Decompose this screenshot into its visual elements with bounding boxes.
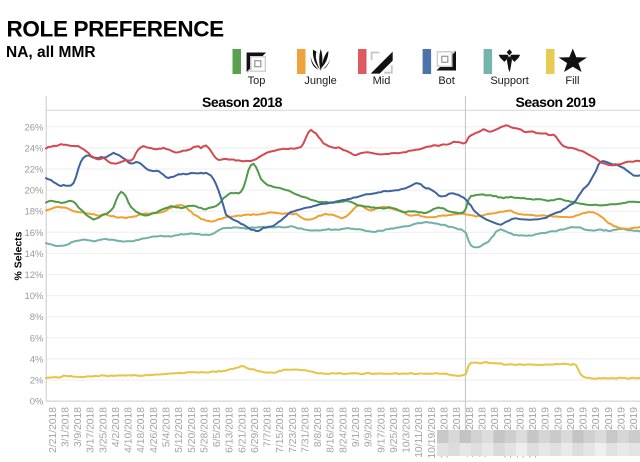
svg-text:Jungle: Jungle — [304, 75, 336, 87]
svg-text:22%: 22% — [24, 165, 44, 176]
svg-text:0%: 0% — [30, 397, 44, 408]
svg-text:7/23/2018: 7/23/2018 — [288, 407, 299, 453]
svg-text:10/3/2018: 10/3/2018 — [402, 407, 413, 453]
svg-text:8%: 8% — [30, 312, 44, 323]
svg-text:3/4/2019: 3/4/2019 — [629, 407, 640, 447]
svg-text:16%: 16% — [24, 228, 44, 239]
svg-text:26%: 26% — [24, 122, 44, 133]
svg-text:20%: 20% — [24, 186, 44, 197]
svg-text:3/1/2018: 3/1/2018 — [60, 407, 71, 447]
svg-text:7/31/2018: 7/31/2018 — [301, 407, 312, 453]
svg-text:6/29/2018: 6/29/2018 — [250, 407, 261, 453]
svg-text:1/31/2019: 1/31/2019 — [579, 407, 590, 453]
svg-text:10%: 10% — [24, 291, 44, 302]
svg-text:2/8/2019: 2/8/2019 — [591, 407, 602, 447]
svg-text:10/19/2018: 10/19/2018 — [427, 407, 438, 459]
svg-text:Mid: Mid — [373, 75, 391, 87]
svg-text:4/18/2018: 4/18/2018 — [136, 407, 147, 453]
svg-text:3/17/2018: 3/17/2018 — [86, 407, 97, 453]
svg-text:5/4/2018: 5/4/2018 — [162, 407, 173, 447]
svg-text:1/23/2019: 1/23/2019 — [566, 407, 577, 453]
svg-text:9/25/2018: 9/25/2018 — [389, 407, 400, 453]
svg-text:2/21/2018: 2/21/2018 — [48, 407, 59, 453]
svg-text:5/12/2018: 5/12/2018 — [174, 407, 185, 453]
svg-text:9/17/2018: 9/17/2018 — [376, 407, 387, 453]
svg-text:Bot: Bot — [438, 75, 455, 87]
svg-text:3/25/2018: 3/25/2018 — [98, 407, 109, 453]
svg-text:11/4/2018: 11/4/2018 — [452, 407, 463, 452]
svg-text:4/10/2018: 4/10/2018 — [124, 407, 135, 453]
svg-text:Top: Top — [248, 75, 266, 87]
svg-text:18%: 18% — [24, 207, 44, 218]
svg-text:4/26/2018: 4/26/2018 — [149, 407, 160, 453]
svg-text:4/2/2018: 4/2/2018 — [111, 407, 122, 447]
svg-text:6%: 6% — [30, 333, 44, 344]
svg-text:6/13/2018: 6/13/2018 — [225, 407, 236, 453]
svg-text:Season 2019: Season 2019 — [516, 94, 597, 110]
svg-text:12%: 12% — [24, 270, 44, 281]
svg-text:9/9/2018: 9/9/2018 — [364, 407, 375, 447]
svg-text:1/7/2019: 1/7/2019 — [541, 407, 552, 447]
svg-text:8/16/2018: 8/16/2018 — [326, 407, 337, 453]
svg-text:8/24/2018: 8/24/2018 — [338, 407, 349, 453]
svg-text:1/15/2019: 1/15/2019 — [553, 407, 564, 453]
svg-text:3/9/2018: 3/9/2018 — [73, 407, 84, 447]
svg-text:6/5/2018: 6/5/2018 — [212, 407, 223, 447]
svg-text:14%: 14% — [24, 249, 44, 260]
svg-text:2/16/2019: 2/16/2019 — [604, 407, 615, 453]
svg-text:9/1/2018: 9/1/2018 — [351, 407, 362, 447]
svg-text:7/7/2018: 7/7/2018 — [263, 407, 274, 447]
svg-text:6/21/2018: 6/21/2018 — [237, 407, 248, 453]
svg-text:Support: Support — [490, 75, 529, 87]
svg-text:7/15/2018: 7/15/2018 — [275, 407, 286, 453]
svg-text:5/28/2018: 5/28/2018 — [199, 407, 210, 453]
svg-text:4%: 4% — [30, 354, 44, 365]
svg-text:NA, all MMR: NA, all MMR — [6, 44, 96, 61]
svg-text:Season 2018: Season 2018 — [202, 94, 283, 110]
svg-text:2%: 2% — [30, 376, 44, 387]
svg-text:10/11/2018: 10/11/2018 — [414, 407, 425, 458]
svg-text:Fill: Fill — [565, 75, 579, 87]
svg-text:% Selects: % Selects — [13, 231, 25, 280]
svg-text:2/24/2019: 2/24/2019 — [617, 407, 628, 453]
svg-text:24%: 24% — [24, 143, 44, 154]
svg-text:8/8/2018: 8/8/2018 — [313, 407, 324, 447]
svg-text:12/6/2018: 12/6/2018 — [490, 407, 501, 453]
svg-text:5/20/2018: 5/20/2018 — [187, 407, 198, 453]
svg-text:ROLE PREFERENCE: ROLE PREFERENCE — [7, 16, 225, 41]
